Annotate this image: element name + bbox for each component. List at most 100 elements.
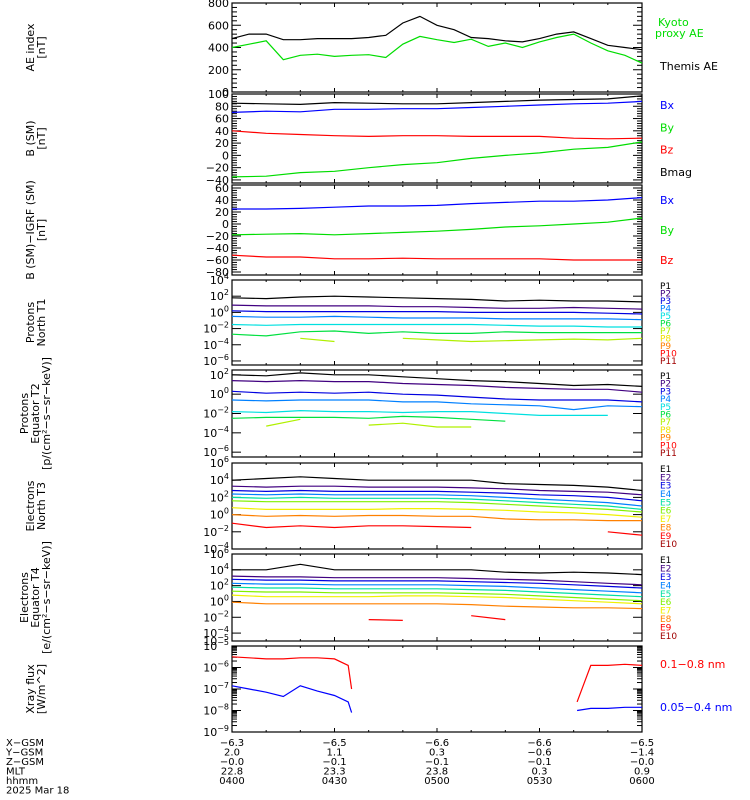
legend-item: E10	[660, 540, 677, 550]
series-line-e1	[232, 563, 643, 576]
y-tick-label: 100	[210, 304, 229, 319]
tick-exponent: −6	[217, 353, 229, 362]
y-axis-label: [nT]	[35, 36, 48, 58]
y-tick-label: 106	[210, 455, 229, 470]
series-line-e1	[231, 476, 643, 492]
x-row-value: 0.3	[532, 767, 548, 778]
tick-base: 10	[203, 543, 217, 556]
y-tick-label: 20	[215, 137, 229, 150]
tick-base: 10	[210, 369, 224, 382]
tick-base: 10	[210, 306, 224, 319]
panel-frame	[231, 184, 643, 276]
legend-item: E7	[660, 607, 671, 617]
series-line-e2	[231, 485, 643, 496]
y-tick-label: 0	[222, 86, 229, 99]
legend-item: E9	[660, 624, 672, 634]
tick-exponent: −2	[217, 524, 229, 533]
legend-item: P1	[660, 372, 671, 382]
legend-item: E3	[660, 573, 671, 583]
y-tick-label: 10−5	[203, 633, 229, 648]
y-tick-label: 200	[208, 64, 229, 77]
x-row-value: −0.1	[322, 757, 346, 768]
y-tick-label: 100	[208, 88, 229, 101]
tick-exponent: −7	[217, 681, 229, 690]
series-line-p7	[266, 418, 301, 427]
y-tick-label: 100	[210, 386, 229, 401]
tick-base: 10	[203, 446, 217, 459]
series-line-bz	[231, 254, 642, 261]
legend-item: 0.1−0.8 nm	[660, 658, 725, 671]
series-line-p5	[231, 409, 608, 416]
tick-exponent: 0	[224, 386, 229, 395]
tick-base: 10	[203, 408, 217, 421]
tick-exponent: 4	[224, 272, 229, 281]
x-row-value: 2.0	[224, 748, 240, 759]
x-row-value: −0.6	[527, 748, 551, 759]
x-row-label: MLT	[6, 767, 26, 778]
y-tick-label: 800	[208, 0, 229, 10]
y-tick-label: 10−6	[203, 444, 229, 459]
y-tick-label: 400	[208, 42, 229, 55]
series-line-e6	[231, 500, 643, 513]
y-tick-label: 10−2	[203, 524, 229, 539]
tick-exponent: 4	[224, 562, 229, 571]
legend-item: E10	[660, 632, 677, 642]
x-row-value: −6.6	[425, 738, 449, 749]
series-line-p7	[300, 337, 335, 343]
y-tick-label: 102	[210, 288, 229, 303]
x-row-value: 0.9	[634, 767, 650, 778]
legend-item: E7	[660, 515, 671, 525]
x-row-label: X−GSM	[6, 738, 44, 749]
legend-item: P2	[660, 290, 671, 300]
tick-exponent: −4	[217, 625, 229, 634]
x-row-label: Z−GSM	[6, 757, 44, 768]
series-line-0-05-0-4-nm	[231, 685, 353, 713]
tick-base: 10	[203, 705, 217, 718]
series-line-p4	[231, 399, 643, 411]
series-line-p1	[231, 372, 643, 387]
legend-item: E2	[660, 473, 671, 483]
x-row-value: −6.3	[220, 738, 244, 749]
legend-item: P4	[660, 395, 671, 405]
x-row-value: −6.5	[322, 738, 346, 749]
date-label: 2025 Mar 18	[6, 786, 69, 797]
y-axis-label: B (SM)−IGRF (SM)	[24, 180, 37, 280]
series-line-p1	[231, 295, 643, 303]
series-line-p2	[231, 304, 643, 310]
y-axis-label: [nT]	[35, 219, 48, 241]
series-line-e8	[231, 601, 643, 610]
y-tick-label: 100	[210, 593, 229, 608]
y-tick-label: 10−2	[203, 321, 229, 336]
y-axis-label: Xray flux	[24, 664, 37, 714]
y-tick-label: 60	[215, 113, 229, 126]
series-line-e9	[368, 619, 403, 621]
y-tick-label: 10−8	[203, 703, 229, 718]
y-tick-label: 102	[210, 367, 229, 382]
tick-base: 10	[203, 627, 217, 640]
tick-exponent: 0	[224, 593, 229, 602]
series-line-themis-ae	[231, 15, 643, 51]
legend-item: E9	[660, 532, 672, 542]
tick-exponent: −4	[217, 425, 229, 434]
tick-exponent: −2	[217, 321, 229, 330]
x-row-value: 23.3	[323, 767, 345, 778]
tick-base: 10	[210, 491, 224, 504]
tick-base: 10	[210, 388, 224, 401]
legend-item: E8	[660, 523, 672, 533]
series-line-e7	[231, 507, 643, 518]
y-tick-label: 104	[210, 272, 229, 287]
legend-item: E1	[660, 556, 671, 566]
x-row-value: 22.8	[221, 767, 243, 778]
tick-exponent: −6	[217, 444, 229, 453]
x-row-value: 0600	[629, 776, 654, 787]
tick-base: 10	[210, 595, 224, 608]
tick-exponent: −5	[217, 633, 229, 642]
series-line-e7	[231, 594, 643, 605]
y-axis-label: North T1	[35, 299, 48, 347]
y-tick-label: 104	[210, 472, 229, 487]
legend-item: P10	[660, 441, 677, 451]
x-row-value: −0.1	[425, 757, 449, 768]
tick-base: 10	[203, 635, 217, 648]
